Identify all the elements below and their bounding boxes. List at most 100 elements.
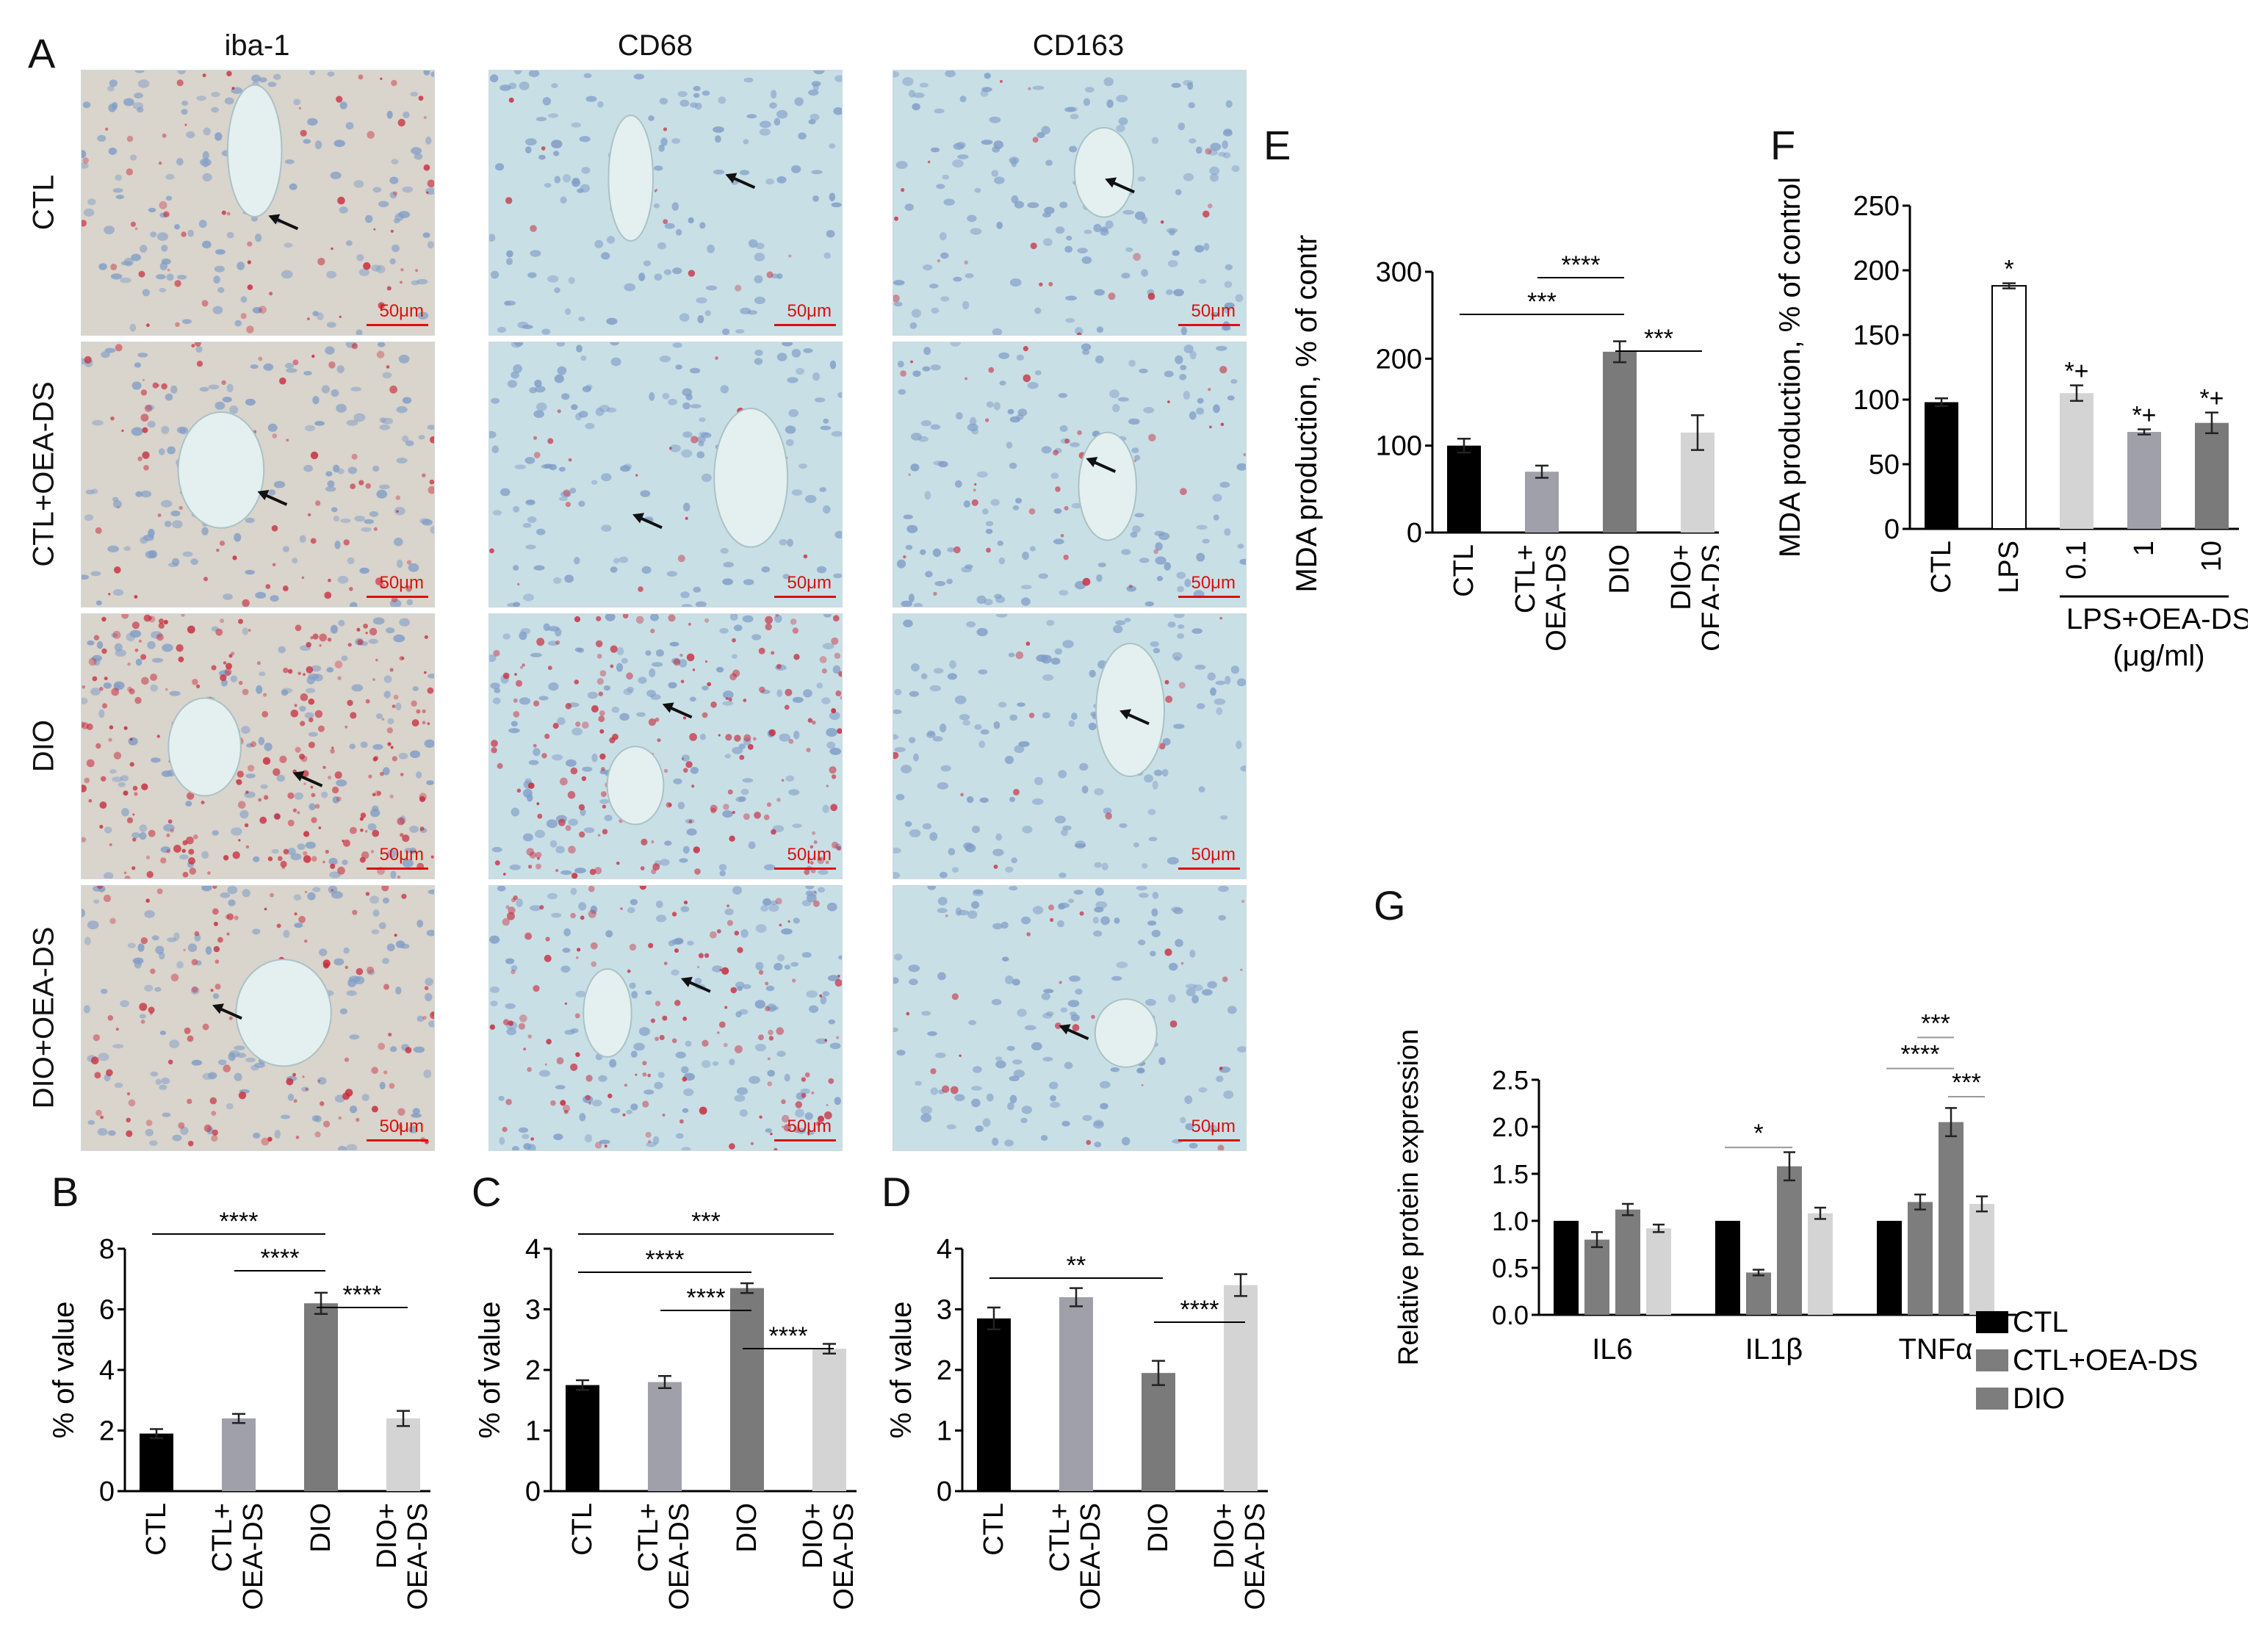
nucleus (239, 809, 249, 819)
nucleus (416, 920, 424, 928)
stain-spot (565, 825, 571, 832)
nucleus (379, 425, 391, 430)
stain-spot (350, 826, 357, 834)
nucleus (522, 833, 533, 842)
nucleus (671, 202, 679, 211)
nucleus (776, 1050, 786, 1057)
scale-bar-label: 50μm (379, 1117, 424, 1136)
stain-spot (754, 811, 761, 819)
nucleus (699, 733, 707, 740)
nucleus (1216, 345, 1227, 351)
nucleus (962, 300, 970, 310)
stain-spot (494, 860, 500, 866)
nucleus (690, 404, 702, 408)
stain-spot (502, 917, 510, 926)
nucleus (954, 695, 967, 704)
nucleus (1041, 992, 1050, 1000)
nucleus (1109, 389, 1119, 399)
nucleus (536, 117, 547, 122)
vessel-lumen (606, 746, 665, 826)
stain-spot (356, 627, 361, 632)
stain-spot (505, 197, 513, 204)
nucleus (511, 721, 518, 727)
stain-spot (900, 370, 906, 377)
nucleus (978, 740, 986, 749)
stain-spot (599, 753, 606, 760)
stain-spot (645, 1131, 652, 1138)
stain-spot (704, 660, 708, 663)
nucleus (393, 634, 405, 643)
nucleus (685, 1040, 692, 1047)
nucleus (185, 801, 192, 807)
nucleus (927, 1031, 937, 1036)
stain-spot (1000, 79, 1003, 83)
nucleus (552, 754, 563, 761)
nucleus (1225, 264, 1233, 270)
nucleus (489, 654, 497, 663)
stain-spot (84, 777, 90, 784)
stain-spot (581, 776, 587, 782)
y-tick-label: 1 (937, 1416, 952, 1447)
nucleus (793, 730, 800, 740)
nucleus (492, 697, 501, 704)
nucleus (652, 662, 663, 667)
nucleus (723, 690, 734, 699)
stain-spot (191, 344, 195, 348)
nucleus (551, 83, 558, 88)
micrograph-tile: 50μm (488, 613, 843, 879)
nucleus (196, 95, 206, 101)
stain-spot (416, 709, 421, 714)
nucleus (425, 992, 433, 1002)
nucleus (427, 674, 434, 679)
nucleus (1189, 138, 1197, 144)
stain-spot (327, 775, 332, 780)
x-tick-label: 10 (2196, 541, 2227, 571)
nucleus (1096, 326, 1104, 333)
significance-label: **** (261, 1244, 300, 1272)
nucleus (681, 1147, 691, 1150)
nucleus (923, 347, 931, 356)
nucleus (1017, 1009, 1027, 1017)
stain-spot (893, 751, 899, 760)
nucleus (129, 323, 137, 332)
nucleus (719, 870, 726, 876)
stain-spot (277, 856, 283, 862)
nucleus (1059, 425, 1068, 432)
panel-letter-c: C (472, 1169, 502, 1215)
nucleus (135, 658, 143, 666)
nucleus (1166, 856, 1179, 865)
stain-spot (511, 969, 516, 975)
y-axis-label: MDA production, % of control (1774, 177, 1806, 558)
nucleus (1020, 1117, 1028, 1123)
stain-spot (533, 743, 537, 748)
nucleus (1202, 538, 1210, 544)
nucleus (803, 348, 813, 353)
nucleus (369, 511, 379, 517)
nucleus (98, 709, 105, 718)
x-tick-label: CTL+OEA-DS (1510, 544, 1572, 652)
stain-spot (596, 616, 602, 621)
stain-spot (567, 790, 576, 799)
stain-spot (422, 721, 426, 725)
y-axis-label: % of value (48, 1302, 80, 1439)
nucleus (159, 448, 165, 455)
stain-spot (1048, 281, 1053, 286)
nucleus (376, 489, 387, 499)
micrograph-tile: 50μm (488, 70, 843, 336)
nucleus (1169, 962, 1178, 971)
scale-bar (1178, 596, 1240, 598)
stain-spot (571, 873, 578, 879)
stain-spot (826, 1104, 829, 1106)
stain-spot (682, 1076, 688, 1082)
x-tick-label-line: CTL (978, 1503, 1009, 1556)
stain-spot (491, 740, 498, 747)
nucleus (1124, 618, 1131, 623)
nucleus (724, 754, 731, 759)
stain-spot (682, 1017, 688, 1021)
nucleus (162, 643, 173, 652)
stain-spot (903, 555, 906, 559)
nucleus (903, 514, 913, 519)
nucleus (720, 548, 729, 554)
stain-spot (99, 801, 107, 809)
